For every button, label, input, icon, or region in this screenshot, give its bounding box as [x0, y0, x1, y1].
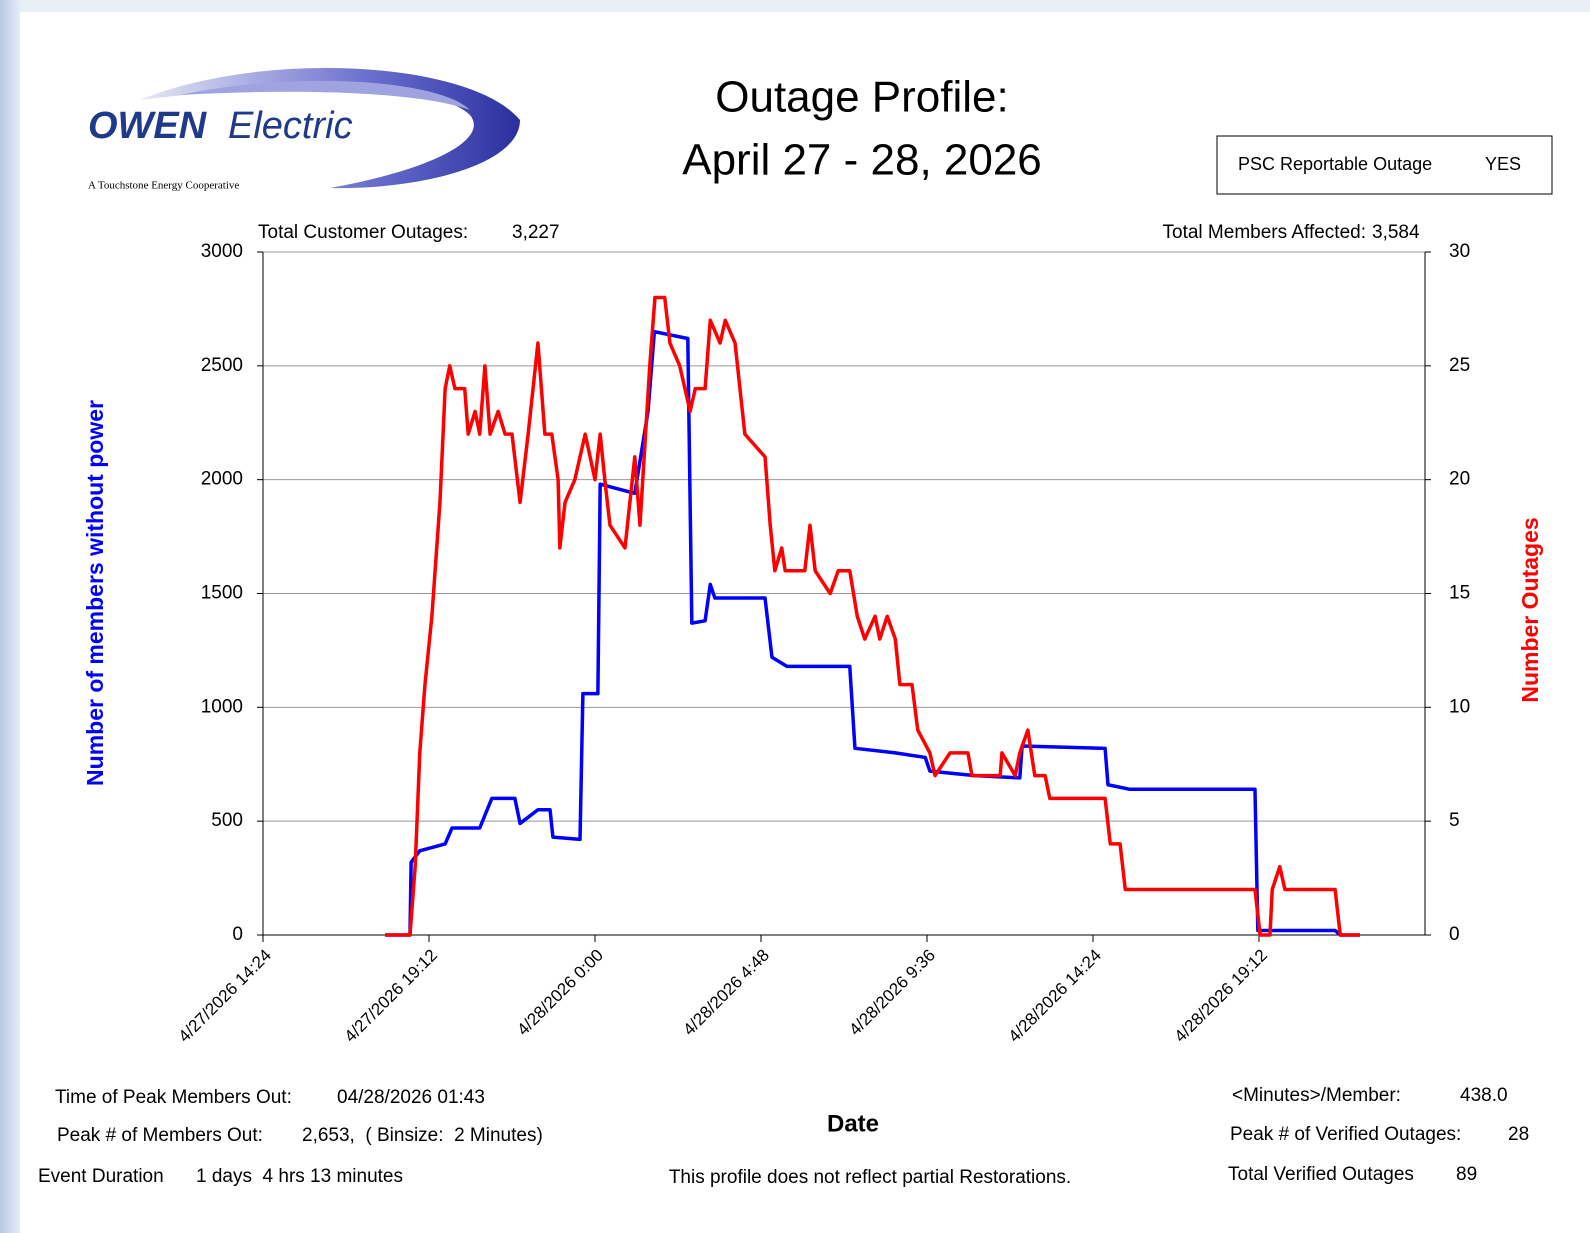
- psc-value: YES: [1485, 154, 1521, 174]
- y2-tick-label: 25: [1449, 355, 1470, 376]
- y-tick-label: 500: [211, 810, 243, 831]
- annotation-label: Total Members Affected:: [1163, 222, 1366, 243]
- y-tick-label: 2500: [201, 355, 243, 376]
- page-sheet: [20, 12, 1590, 1233]
- x-axis-title: Date: [827, 1110, 879, 1137]
- chart-title: Outage Profile:: [715, 73, 1009, 122]
- y2-tick-label: 0: [1449, 924, 1460, 945]
- psc-box: [1216, 135, 1553, 195]
- logo-tagline: A Touchstone Energy Cooperative: [88, 180, 239, 192]
- footer-note: This profile does not reflect partial Re…: [669, 1167, 1071, 1188]
- stat-value: 28: [1508, 1124, 1529, 1145]
- y2-tick-label: 30: [1449, 241, 1470, 262]
- stat-value: 438.0: [1460, 1085, 1508, 1106]
- stat-label: <Minutes>/Member:: [1232, 1085, 1401, 1106]
- annotation-value: 3,227: [512, 222, 560, 243]
- stat-label: Time of Peak Members Out:: [55, 1087, 292, 1108]
- y-tick-label: 0: [232, 924, 243, 945]
- y2-tick-label: 5: [1449, 810, 1460, 831]
- stat-value: 1 days 4 hrs 13 minutes: [196, 1166, 403, 1187]
- y-tick-label: 2000: [201, 469, 243, 490]
- annotation-label: Total Customer Outages:: [258, 222, 468, 243]
- page-edge: [0, 0, 20, 1233]
- y-tick-label: 1000: [201, 696, 243, 717]
- psc-label: PSC Reportable Outage: [1238, 154, 1432, 174]
- stat-value: 04/28/2026 01:43: [337, 1087, 485, 1108]
- y-tick-label: 3000: [201, 241, 243, 262]
- logo-brand: OWEN: [88, 105, 208, 147]
- logo-swoosh: [180, 80, 470, 110]
- y-tick-label: 1500: [201, 583, 243, 604]
- y2-axis-title: Number Outages: [1517, 517, 1543, 702]
- y2-tick-label: 15: [1449, 583, 1470, 604]
- stat-label: Peak # of Members Out:: [57, 1125, 263, 1146]
- y-axis-title: Number of members without power: [82, 400, 108, 786]
- logo: OWEN Electric A Touchstone Energy Cooper…: [88, 67, 520, 192]
- stat-value: 89: [1456, 1164, 1477, 1185]
- stat-label: Total Verified Outages: [1228, 1164, 1414, 1185]
- stat-value: 2,653, ( Binsize: 2 Minutes): [302, 1125, 543, 1146]
- y2-tick-label: 10: [1449, 696, 1470, 717]
- chart-subtitle: April 27 - 28, 2026: [682, 136, 1042, 185]
- stat-label: Peak # of Verified Outages:: [1230, 1124, 1461, 1145]
- series-line: [385, 295, 1360, 937]
- annotation-value: 3,584: [1372, 222, 1420, 243]
- logo-word: Electric: [228, 105, 353, 147]
- y2-tick-label: 20: [1449, 469, 1470, 490]
- stat-label: Event Duration: [38, 1166, 164, 1187]
- series-line: [385, 329, 1360, 937]
